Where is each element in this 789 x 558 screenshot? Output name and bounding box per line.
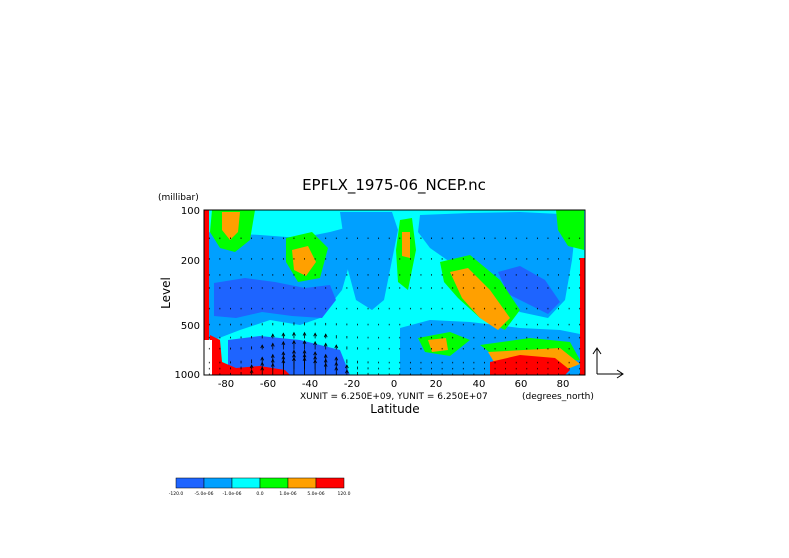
x-tick-label-0: 0 xyxy=(391,379,397,390)
ep-flux-vector-head xyxy=(302,353,307,358)
ep-flux-vector-head xyxy=(281,340,286,346)
ep-flux-vector-head xyxy=(292,356,296,361)
x-tick-label-neg40: -40 xyxy=(302,379,318,390)
x-tick-label-60: 60 xyxy=(515,379,528,390)
ep-flux-vector-head xyxy=(302,349,307,354)
ep-flux-vector-head xyxy=(302,331,307,336)
region-red-surface-2 xyxy=(490,355,570,375)
region-orange-4 xyxy=(450,268,510,330)
y-tick-label-1000: 1000 xyxy=(175,370,200,381)
legend-label: -1.0e-06 xyxy=(223,491,242,497)
ep-flux-vector-head xyxy=(260,356,265,361)
region-green-right-edge xyxy=(578,218,582,248)
region-orange-2 xyxy=(292,246,316,276)
ep-flux-vector-head xyxy=(292,353,296,358)
ep-flux-vector-head xyxy=(281,351,286,356)
ep-flux-vector-head xyxy=(302,356,307,361)
ep-flux-vector-head xyxy=(313,340,317,346)
y-tick-label-500: 500 xyxy=(181,321,200,332)
ep-flux-vector-head xyxy=(292,331,296,336)
ep-flux-vector-head xyxy=(302,339,307,344)
ep-flux-vector-head xyxy=(292,339,296,344)
y-axis-label: Level xyxy=(159,277,173,309)
y-axis: (millibar) 100 200 500 1000 Level xyxy=(158,193,200,381)
region-deep-blue-3 xyxy=(228,336,350,375)
ep-flux-vector-head xyxy=(334,344,339,349)
ep-flux-vector-head xyxy=(334,356,339,361)
ep-flux-vector-head xyxy=(260,366,265,371)
reference-vector xyxy=(592,347,624,379)
ep-flux-vector-head xyxy=(313,359,317,364)
ep-flux-vector-head xyxy=(281,355,286,360)
region-green-5 xyxy=(556,210,584,250)
vector-field xyxy=(208,237,581,375)
legend-label: 5.0e-06 xyxy=(307,491,324,497)
legend-swatch xyxy=(259,477,289,489)
region-missing-data xyxy=(204,340,212,375)
ep-flux-vector-head xyxy=(323,358,328,363)
x-tick-label-40: 40 xyxy=(473,379,486,390)
legend-swatch xyxy=(287,477,317,489)
region-orange-5 xyxy=(428,338,448,352)
region-red-left-edge xyxy=(204,210,209,375)
y-tick-label-100: 100 xyxy=(181,206,200,217)
y-units-label: (millibar) xyxy=(158,193,199,203)
ep-flux-vector-head xyxy=(313,355,317,360)
legend-swatch xyxy=(175,477,205,489)
region-orange-1 xyxy=(222,212,240,240)
x-tick-label-neg80: -80 xyxy=(218,379,234,390)
legend-label: 120.0 xyxy=(338,491,351,497)
x-axis: -80 -60 -40 -20 0 20 40 60 80 XUNIT = 6.… xyxy=(218,379,594,416)
legend-label: -120.0 xyxy=(169,491,184,497)
ep-flux-vector-head xyxy=(270,353,275,358)
ep-flux-vector-head xyxy=(334,361,339,366)
region-deep-blue xyxy=(214,278,336,318)
ep-flux-vector-head xyxy=(345,369,349,374)
legend-label: 1.0e-06 xyxy=(279,491,296,497)
region-red-surface-1 xyxy=(210,335,290,375)
ep-flux-vector-head xyxy=(334,366,339,371)
legend-swatch xyxy=(315,477,345,489)
ep-flux-vector-head xyxy=(270,362,275,367)
y-tick-label-200: 200 xyxy=(181,256,200,267)
ep-flux-vector-head xyxy=(281,332,286,337)
region-mid-blue-2 xyxy=(340,212,398,310)
legend-swatch xyxy=(231,477,261,489)
ep-flux-vector-head xyxy=(313,332,317,337)
ep-flux-vector-head xyxy=(249,364,254,369)
chart-title: EPFLX_1975-06_NCEP.nc xyxy=(302,176,486,195)
region-red-right-edge xyxy=(580,258,585,375)
legend-label: -5.0e-06 xyxy=(195,491,214,497)
ep-flux-vector-head xyxy=(270,358,275,363)
legend-label: 0.0 xyxy=(256,491,263,497)
x-tick-label-20: 20 xyxy=(430,379,443,390)
x-tick-label-neg20: -20 xyxy=(344,379,360,390)
x-axis-label: Latitude xyxy=(370,402,419,416)
ep-flux-vector-head xyxy=(345,364,349,369)
ep-flux-vector-head xyxy=(270,333,275,338)
ep-flux-vector-head xyxy=(323,342,328,347)
region-deep-blue-2 xyxy=(498,266,560,314)
legend-swatch xyxy=(203,477,233,489)
color-legend: -120.0 -5.0e-06 -1.0e-06 0.0 1.0e-06 5.0e-06 1… xyxy=(169,477,351,497)
heatmap-field xyxy=(204,210,585,375)
ep-flux-vector-head xyxy=(313,351,317,356)
ep-flux-vector-head xyxy=(323,362,328,367)
ep-flux-vector-head xyxy=(281,359,286,364)
ep-flux-vector-head xyxy=(249,369,254,374)
ep-flux-vector-head xyxy=(323,333,328,338)
ep-flux-vector-head xyxy=(323,353,328,358)
ep-flux-vector-head xyxy=(260,361,265,366)
ep-flux-vector-head xyxy=(260,344,265,349)
ep-flux-vector-head xyxy=(292,349,296,354)
plot-frame xyxy=(203,209,586,376)
ep-flux-vector-head xyxy=(270,342,275,347)
unit-note: XUNIT = 6.250E+09, YUNIT = 6.250E+07 xyxy=(300,392,488,402)
x-tick-label-80: 80 xyxy=(557,379,570,390)
region-orange-3 xyxy=(402,232,410,258)
x-tick-label-neg60: -60 xyxy=(260,379,276,390)
x-units-label: (degrees_north) xyxy=(522,392,594,402)
